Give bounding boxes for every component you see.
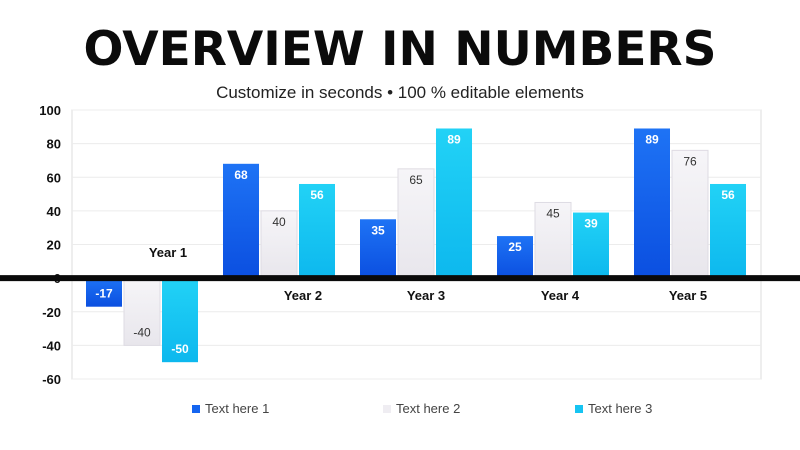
bar bbox=[534, 201, 572, 279]
legend-item-3: Text here 3 bbox=[575, 401, 652, 416]
bar bbox=[397, 168, 435, 279]
bar bbox=[436, 128, 472, 279]
bar bbox=[299, 183, 335, 279]
chart-title: OVERVIEW IN NUMBERS bbox=[83, 22, 717, 77]
bar bbox=[360, 219, 396, 279]
y-tick-label: -60 bbox=[42, 372, 61, 387]
bar-value-label: -50 bbox=[171, 342, 189, 356]
bar bbox=[497, 236, 533, 279]
y-tick-label: -40 bbox=[42, 338, 61, 353]
bar-value-label: -17 bbox=[95, 287, 113, 301]
bar-value-label: 25 bbox=[508, 240, 522, 254]
bar-value-label: 89 bbox=[645, 132, 659, 146]
legend-swatch-1 bbox=[192, 404, 200, 413]
legend-label-2: Text here 2 bbox=[396, 401, 461, 416]
bar bbox=[634, 128, 670, 279]
category-label: Year 2 bbox=[284, 288, 322, 303]
bar-value-label: -40 bbox=[133, 325, 151, 339]
bar bbox=[260, 210, 298, 279]
bar-value-label: 65 bbox=[409, 173, 423, 187]
y-tick-label: 60 bbox=[47, 170, 61, 185]
bar-value-label: 68 bbox=[234, 168, 248, 182]
y-tick-label: -20 bbox=[42, 305, 61, 320]
y-tick-label: 20 bbox=[47, 238, 61, 253]
category-label: Year 5 bbox=[669, 288, 707, 303]
legend-swatch-2 bbox=[383, 404, 391, 413]
bar bbox=[162, 278, 198, 363]
bar bbox=[123, 277, 161, 346]
chart-subtitle: Customize in seconds • 100 % editable el… bbox=[216, 83, 584, 102]
bar bbox=[573, 212, 609, 279]
category-label: Year 4 bbox=[541, 288, 580, 303]
category-label: Year 1 bbox=[149, 245, 187, 260]
legend-swatch-3 bbox=[575, 404, 583, 413]
y-tick-label: 80 bbox=[47, 137, 61, 152]
zero-axis bbox=[0, 275, 800, 282]
y-tick-label: 40 bbox=[47, 204, 61, 219]
bar-value-label: 56 bbox=[721, 188, 735, 202]
legend-label-3: Text here 3 bbox=[588, 401, 653, 416]
bar-value-label: 56 bbox=[310, 188, 324, 202]
bar-value-label: 89 bbox=[447, 132, 461, 146]
bar-value-label: 76 bbox=[683, 154, 697, 168]
category-label: Year 3 bbox=[407, 288, 445, 303]
bar-value-label: 35 bbox=[371, 223, 385, 237]
bar bbox=[86, 278, 122, 307]
bar-value-label: 45 bbox=[546, 206, 560, 220]
bar bbox=[223, 163, 259, 279]
bar-value-label: 39 bbox=[584, 217, 598, 231]
bar-value-label: 40 bbox=[272, 215, 286, 229]
bar bbox=[710, 183, 746, 279]
legend-label-1: Text here 1 bbox=[205, 401, 270, 416]
legend-item-2: Text here 2 bbox=[383, 401, 460, 416]
bar bbox=[671, 149, 709, 279]
legend-item-1: Text here 1 bbox=[192, 401, 269, 416]
y-tick-label: 100 bbox=[39, 103, 61, 118]
